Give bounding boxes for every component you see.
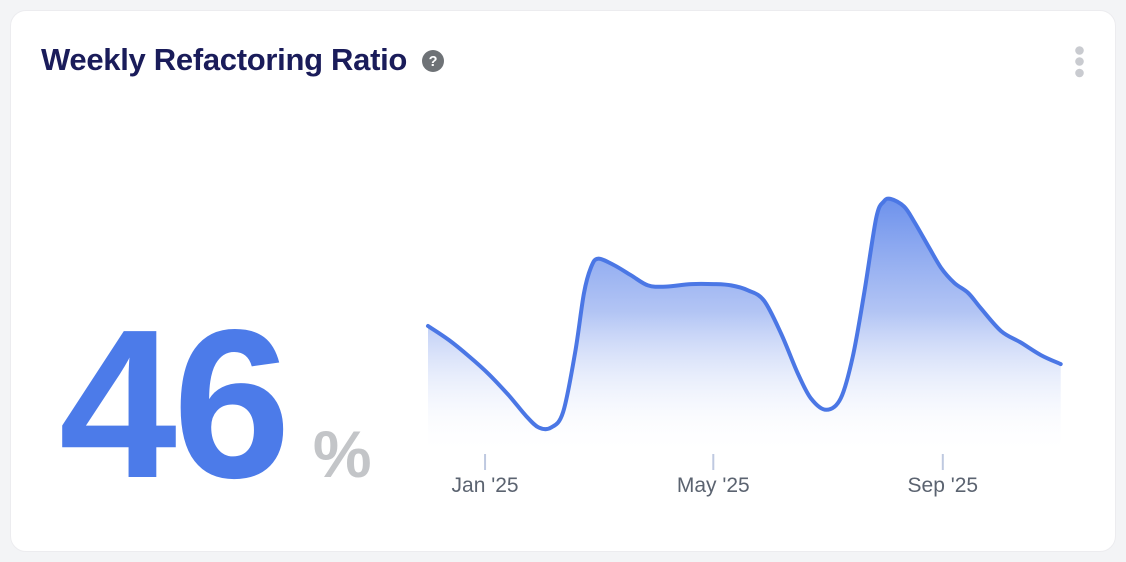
weekly-refactoring-ratio-card: Weekly Refactoring Ratio ? 46 % Jan '25 M… (10, 10, 1116, 552)
x-axis-tick-label: May '25 (677, 474, 750, 497)
card-title: Weekly Refactoring Ratio (41, 42, 408, 77)
help-icon[interactable]: ? (422, 50, 445, 72)
metric-unit: % (312, 417, 372, 491)
area-chart: Jan '25 May '25 Sep '25 (426, 196, 1063, 497)
kebab-menu-button[interactable] (1065, 39, 1093, 85)
card-header: Weekly Refactoring Ratio ? (41, 41, 445, 79)
x-axis-tick-label: Jan '25 (452, 474, 519, 497)
chart-line (426, 196, 1063, 432)
question-mark-glyph: ? (429, 54, 438, 70)
chart-area-fill (428, 198, 1061, 453)
kebab-vertical-dots-icon (1074, 45, 1084, 77)
metric-value: 46 (59, 285, 291, 522)
metric: 46 % (59, 298, 372, 510)
x-axis-tick-label: Sep '25 (908, 474, 979, 497)
